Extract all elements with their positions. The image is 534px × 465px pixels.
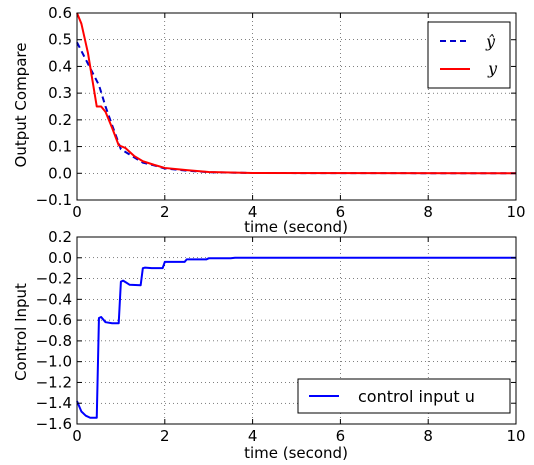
- bottom-ytick-label: −0.4: [36, 290, 72, 308]
- bottom-xtick-label: 8: [423, 427, 433, 445]
- bottom-xtick-label: 4: [248, 427, 258, 445]
- bottom-ytick-label: −0.8: [36, 332, 72, 350]
- top-xtick-label: 2: [160, 203, 170, 221]
- legend-u-label: control input u: [358, 387, 475, 406]
- bottom-ytick-label: −1.4: [36, 394, 72, 412]
- top-ytick-label: 0.4: [48, 57, 72, 75]
- top-axes-frame: [76, 12, 517, 201]
- bottom-ytick-label: −1.2: [36, 373, 72, 391]
- output-compare-panel: Output Compare time (second) 0 2 4 6 8 10 −0.1…: [12, 4, 526, 236]
- bottom-xtick-label: 6: [336, 427, 346, 445]
- top-ytick-label: 0.0: [48, 164, 72, 182]
- bottom-xtick-label: 10: [506, 427, 525, 445]
- legend-yhat-label: ŷ: [485, 32, 496, 51]
- top-xtick-label: 0: [72, 203, 82, 221]
- control-input-ylabel: Control Input: [12, 283, 30, 381]
- top-xtick-label: 4: [248, 203, 258, 221]
- bottom-series-0-line: [76, 256, 516, 419]
- bottom-axes-frame: [76, 236, 517, 425]
- output-compare-ylabel: Output Compare: [12, 43, 30, 168]
- top-series-1-line: [76, 12, 517, 175]
- top-ytick-label: 0.2: [48, 111, 72, 129]
- bottom-ytick-label: 0.2: [48, 228, 72, 246]
- top-ytick-label: 0.1: [48, 138, 72, 156]
- bottom-ytick-label: −1.6: [36, 415, 72, 433]
- top-ytick-label: 0.5: [48, 31, 72, 49]
- bottom-xtick-label: 2: [160, 427, 170, 445]
- bottom-ytick-label: −1.0: [36, 353, 72, 371]
- bottom-xtick-label: 0: [72, 427, 82, 445]
- top-ytick-label: −0.1: [36, 191, 72, 209]
- bottom-legend: control input u: [297, 378, 511, 414]
- top-xtick-label: 10: [506, 203, 525, 221]
- bottom-ytick-label: 0.0: [48, 249, 72, 267]
- top-legend: ŷ y: [427, 21, 511, 89]
- top-xtick-label: 6: [336, 203, 346, 221]
- top-ytick-label: 0.3: [48, 84, 72, 102]
- bottom-plot-area: 0 2 4 6 8 10 −1.6 −1.4 −1.2 −1.0 −0.8 −0.6 −0.4 −0.2 0…: [36, 228, 526, 445]
- bottom-ytick-label: −0.6: [36, 311, 72, 329]
- bottom-xlabel: time (second): [244, 444, 348, 462]
- bottom-ytick-label: −0.2: [36, 270, 72, 288]
- control-input-panel: Control Input time (second) 0 2 4 6 8 10 −1.6 −…: [12, 228, 526, 462]
- legend-y-label: y: [487, 59, 498, 78]
- top-legend-box: [427, 21, 511, 89]
- top-ytick-label: 0.6: [48, 4, 72, 22]
- top-xlabel: time (second): [244, 218, 348, 236]
- top-xtick-label: 8: [423, 203, 433, 221]
